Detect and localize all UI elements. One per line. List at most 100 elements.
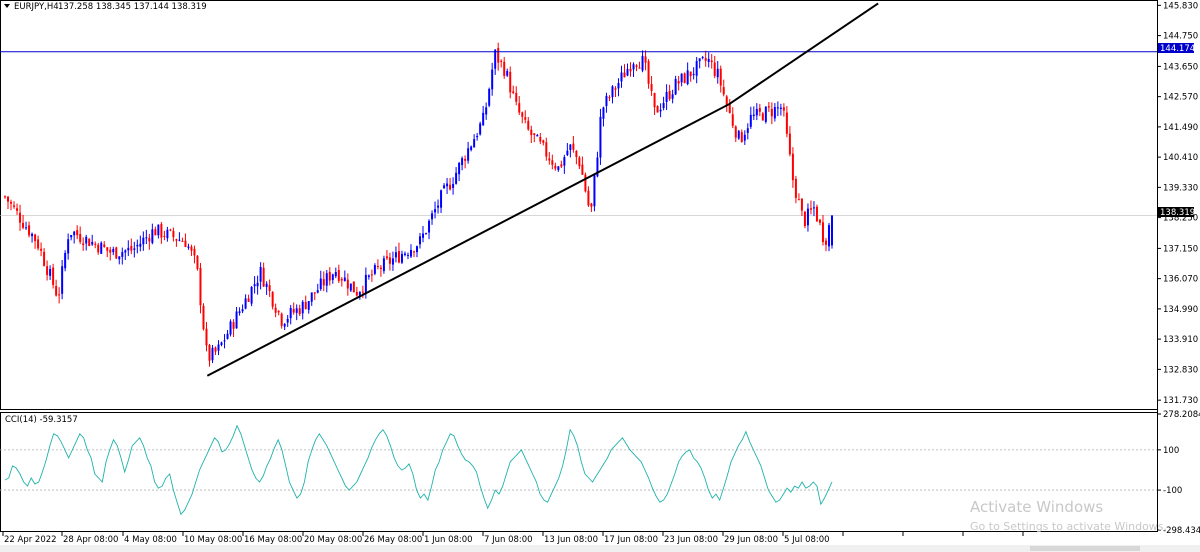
candle [34, 233, 37, 249]
candle [485, 102, 488, 120]
candle [379, 265, 382, 277]
candle [689, 71, 692, 82]
candle [310, 292, 313, 306]
candle [343, 270, 346, 282]
candle [791, 147, 794, 188]
candle [262, 262, 265, 287]
candle [178, 232, 181, 242]
time-tick-label: 7 Jun 08:00 [484, 535, 533, 545]
candle [394, 246, 397, 263]
candle [800, 198, 803, 216]
candle [346, 273, 349, 296]
candle [85, 234, 88, 251]
candle [382, 255, 385, 274]
scroll-thumb[interactable] [1030, 546, 1140, 551]
candle [506, 68, 509, 77]
candle [449, 178, 452, 191]
activation-watermark-title: Activate Windows [970, 498, 1103, 516]
candle [187, 243, 190, 250]
candle [388, 252, 391, 271]
candle [722, 79, 725, 97]
candle [770, 102, 773, 125]
candle [602, 106, 605, 127]
candle [319, 270, 322, 291]
price-tick-label: 134.990 [1163, 305, 1198, 315]
candle [419, 232, 422, 249]
candle [31, 232, 34, 243]
candle [70, 234, 73, 241]
candle [488, 87, 491, 108]
candle [340, 277, 343, 287]
candle [677, 76, 680, 91]
header-arrow-icon[interactable] [4, 4, 10, 8]
candle [97, 242, 100, 255]
candle [61, 259, 64, 300]
candle [334, 267, 337, 279]
candle [581, 156, 584, 175]
candle [220, 341, 223, 347]
candle [352, 281, 355, 293]
time-tick-label: 23 Jun 08:00 [664, 535, 718, 545]
candle [539, 133, 542, 144]
candle [806, 203, 809, 232]
candle [4, 195, 6, 199]
price-tick-label: 142.570 [1163, 93, 1198, 103]
candle [671, 89, 674, 104]
candle [268, 279, 271, 297]
candle [464, 155, 467, 169]
candle [773, 103, 776, 122]
candle [376, 259, 379, 270]
candle [425, 232, 428, 235]
candle [686, 62, 689, 86]
candle [274, 303, 277, 318]
candle [815, 204, 818, 223]
candle [331, 273, 334, 284]
time-tick-label: 1 Jun 08:00 [424, 535, 473, 545]
candle [812, 201, 815, 217]
candle [121, 247, 124, 265]
candle [716, 60, 719, 84]
current-price-box [1158, 207, 1194, 217]
candle [578, 155, 581, 170]
candle [803, 210, 806, 229]
candle [100, 241, 103, 254]
price-tick-label: 141.490 [1163, 123, 1198, 133]
candle [370, 269, 373, 282]
candle [725, 95, 728, 112]
candle [349, 283, 352, 293]
candle [55, 279, 58, 297]
price-tick-label: 145.830 [1163, 1, 1198, 11]
candle [139, 235, 142, 252]
price-tick-label: 136.070 [1163, 275, 1198, 285]
candle [367, 274, 370, 280]
candle [566, 143, 569, 157]
candle [635, 64, 638, 72]
candle [286, 314, 289, 327]
candle [301, 300, 304, 320]
candle [617, 78, 620, 97]
candle [554, 162, 557, 171]
candle [337, 264, 340, 284]
candle [211, 344, 214, 364]
trendline[interactable] [206, 2, 879, 377]
current-price-label: 138.319 [1160, 208, 1195, 218]
candle [277, 310, 280, 316]
candle [491, 62, 494, 96]
candle [184, 233, 187, 248]
candle [28, 221, 31, 238]
price-panel-frame [0, 0, 1158, 410]
candle [551, 154, 554, 170]
candle [94, 241, 97, 249]
time-tick-label: 20 May 08:00 [304, 535, 362, 545]
candle [190, 244, 193, 256]
candle [64, 250, 67, 272]
candle [7, 196, 10, 210]
bottom-strip [0, 545, 1200, 552]
candle [79, 226, 82, 245]
candle [779, 103, 782, 116]
candle [740, 129, 743, 143]
price-tick-label: 140.410 [1163, 153, 1198, 163]
candle [476, 132, 479, 141]
candle [313, 292, 316, 301]
candle [271, 291, 274, 310]
